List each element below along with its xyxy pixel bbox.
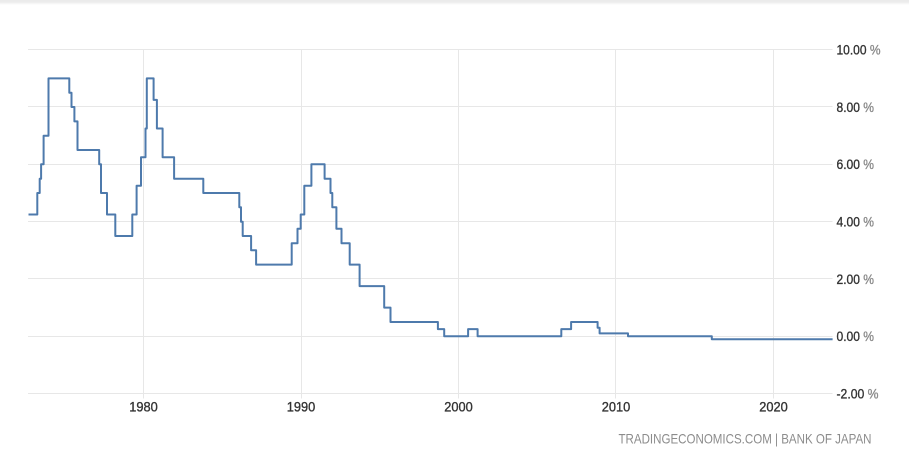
svg-text:8.00 %: 8.00 % bbox=[837, 99, 875, 115]
svg-text:2010: 2010 bbox=[602, 399, 631, 415]
svg-text:2.00 %: 2.00 % bbox=[837, 271, 875, 287]
svg-text:1990: 1990 bbox=[287, 399, 316, 415]
svg-text:1980: 1980 bbox=[129, 399, 158, 415]
svg-text:6.00 %: 6.00 % bbox=[837, 156, 875, 172]
svg-text:TRADINGECONOMICS.COM | BANK OF: TRADINGECONOMICS.COM | BANK OF JAPAN bbox=[619, 431, 872, 447]
svg-text:10.00 %: 10.00 % bbox=[837, 42, 881, 58]
svg-text:4.00 %: 4.00 % bbox=[837, 214, 875, 230]
svg-text:0.00 %: 0.00 % bbox=[837, 328, 875, 344]
svg-text:-2.00 %: -2.00 % bbox=[837, 386, 879, 402]
svg-text:2000: 2000 bbox=[444, 399, 473, 415]
svg-text:2020: 2020 bbox=[759, 399, 788, 415]
